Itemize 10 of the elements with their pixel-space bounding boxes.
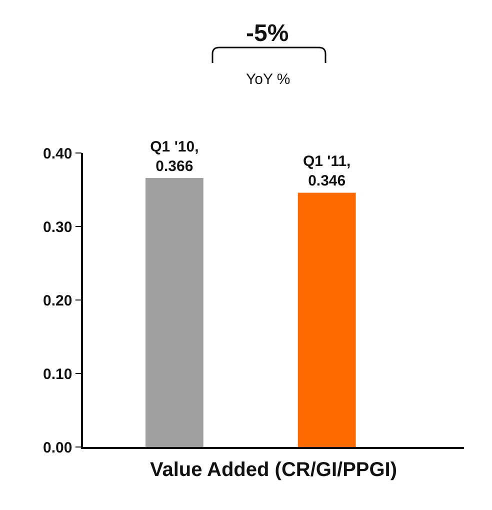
text: YoY % — [246, 71, 290, 88]
y-tick-label: 0.30 — [43, 218, 72, 236]
x-axis-title: Value Added (CR/GI/PPGI) — [150, 458, 398, 481]
text: -5% — [246, 20, 289, 47]
y-tick-label: 0.10 — [43, 366, 72, 383]
y-tick-label: 0.40 — [43, 145, 72, 162]
data-label: Q1 '11, 0.346 — [302, 153, 351, 190]
y-tick-label: 0.20 — [43, 292, 72, 310]
data-label: Q1 '10, 0.366 — [150, 138, 199, 175]
y-tick-label: 0.00 — [43, 439, 72, 456]
